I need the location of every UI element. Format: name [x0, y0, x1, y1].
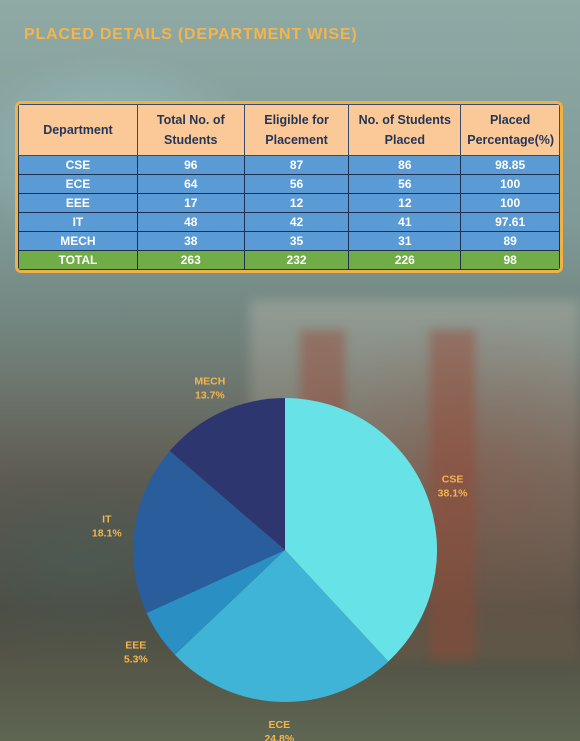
- table-body: CSE 96 87 86 98.85 ECE 64 56 56 100 EEE 17 12 12 100 IT…: [18, 155, 560, 270]
- slice-label-mech: MECH: [194, 375, 225, 387]
- pie-slice-cse: [285, 398, 438, 662]
- table-cell: ECE: [18, 174, 138, 194]
- slice-percent-eee: 5.3%: [124, 654, 149, 666]
- table-cell: 56: [348, 174, 462, 194]
- table-cell: 98.85: [460, 155, 560, 175]
- table-cell: 98: [460, 250, 560, 270]
- table-row: ECE 64 56 56 100: [18, 174, 560, 194]
- table-cell: 35: [243, 231, 350, 251]
- slice-percent-mech: 13.7%: [195, 389, 225, 401]
- table-cell: 97.61: [460, 212, 560, 232]
- table-row: IT 48 42 41 97.61: [18, 212, 560, 232]
- slice-label-cse: CSE: [442, 473, 464, 485]
- table-total-row: TOTAL 263 232 226 98: [18, 250, 560, 270]
- slice-label-ece: ECE: [269, 719, 291, 731]
- table-cell: IT: [18, 212, 138, 232]
- column-header: No. of Students Placed: [348, 104, 462, 156]
- column-header-text: Department: [43, 123, 113, 137]
- slice-label-eee: EEE: [125, 640, 146, 652]
- table-cell: MECH: [18, 231, 138, 251]
- table-cell: 263: [136, 250, 245, 270]
- table-cell: 232: [243, 250, 350, 270]
- table-cell: 89: [460, 231, 560, 251]
- slice-percent-cse: 38.1%: [438, 487, 468, 499]
- table-cell: 100: [460, 174, 560, 194]
- column-header-text: Percentage(%): [467, 133, 555, 147]
- page-title: PLACED DETAILS (DEPARTMENT WISE): [24, 26, 358, 43]
- pie-slice-ece: [174, 550, 389, 703]
- background-pillar: [430, 330, 475, 660]
- pie-slice-it: [132, 450, 285, 613]
- column-header: Department: [18, 104, 138, 156]
- table-cell: 87: [243, 155, 350, 175]
- table-cell: 100: [460, 193, 560, 213]
- column-header: Total No. of Students: [136, 104, 245, 156]
- pie-slice-mech: [169, 398, 285, 550]
- table-cell: 226: [348, 250, 462, 270]
- column-header: Placed Percentage(%): [460, 104, 560, 156]
- column-header-text: Students: [164, 133, 218, 147]
- column-header: Eligible for Placement: [243, 104, 350, 156]
- table-cell: 17: [136, 193, 245, 213]
- table-cell: 12: [243, 193, 350, 213]
- slice-label-it: IT: [102, 514, 112, 526]
- table-cell: 96: [136, 155, 245, 175]
- column-header-text: Placed: [489, 113, 531, 127]
- table-row: CSE 96 87 86 98.85: [18, 155, 560, 175]
- placement-table: Department Total No. of Students Eligible f…: [15, 101, 563, 273]
- column-header-text: Eligible for: [264, 113, 329, 127]
- table-cell: TOTAL: [18, 250, 138, 270]
- table-cell: 41: [348, 212, 462, 232]
- slice-percent-it: 18.1%: [92, 528, 122, 540]
- column-header-text: No. of Students: [358, 113, 451, 127]
- slice-percent-ece: 24.8%: [264, 733, 294, 741]
- table-header-row: Department Total No. of Students Eligible f…: [18, 104, 560, 156]
- table-cell: 64: [136, 174, 245, 194]
- column-header-text: Total No. of: [156, 113, 225, 127]
- column-header-text: Placed: [384, 133, 425, 147]
- column-header-text: Placement: [265, 133, 328, 147]
- pie-slice-eee: [146, 550, 285, 655]
- table-cell: 38: [136, 231, 245, 251]
- table-cell: CSE: [18, 155, 138, 175]
